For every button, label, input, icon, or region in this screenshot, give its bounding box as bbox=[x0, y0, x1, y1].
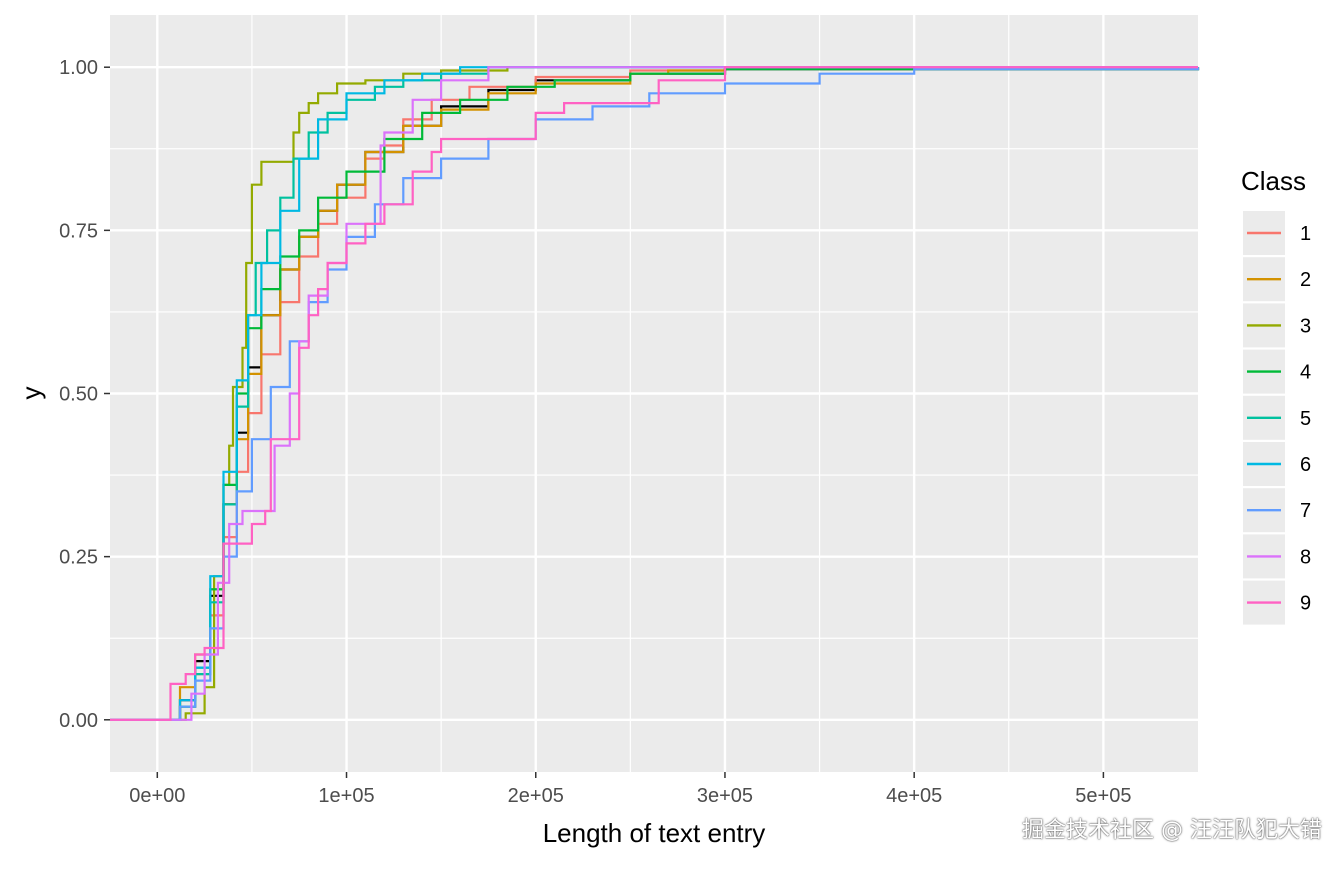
x-tick-label: 1e+05 bbox=[318, 785, 374, 807]
legend-label-8: 8 bbox=[1300, 546, 1311, 568]
legend-label-2: 2 bbox=[1300, 269, 1311, 291]
legend-label-1: 1 bbox=[1300, 223, 1311, 245]
legend-label-6: 6 bbox=[1300, 454, 1311, 476]
x-tick-label: 5e+05 bbox=[1075, 785, 1131, 807]
y-tick-label: 0.25 bbox=[59, 547, 98, 569]
y-tick-label: 0.00 bbox=[59, 710, 98, 732]
legend: 1 2 3 4 5 6 7 8 9 bbox=[1243, 211, 1311, 625]
series-line-class-3 bbox=[110, 66, 1198, 721]
y-tick-label: 1.00 bbox=[59, 57, 98, 79]
legend-label-9: 9 bbox=[1300, 593, 1311, 615]
y-tick-label: 0.50 bbox=[59, 384, 98, 406]
x-tick-label: 4e+05 bbox=[886, 785, 942, 807]
y-axis-title: y bbox=[16, 387, 46, 400]
legend-label-4: 4 bbox=[1300, 362, 1311, 384]
x-axis-title: Length of text entry bbox=[543, 818, 766, 848]
series-layer bbox=[110, 66, 1200, 721]
x-tick-label: 0e+00 bbox=[129, 785, 185, 807]
legend-label-7: 7 bbox=[1300, 500, 1311, 522]
legend-label-5: 5 bbox=[1300, 408, 1311, 430]
series-line-class-9 bbox=[110, 66, 1198, 721]
watermark-text: 掘金技术社区 @ 汪汪队犯大错 bbox=[1022, 818, 1322, 843]
legend-label-3: 3 bbox=[1300, 315, 1311, 337]
y-tick-label: 0.75 bbox=[59, 220, 98, 242]
x-tick-label: 3e+05 bbox=[697, 785, 753, 807]
axis-layer: 0e+00 1e+05 2e+05 3e+05 4e+05 5e+05 0.00 0.25 0.… bbox=[59, 57, 1131, 807]
x-tick-label: 2e+05 bbox=[508, 785, 564, 807]
legend-title: Class bbox=[1241, 166, 1306, 196]
